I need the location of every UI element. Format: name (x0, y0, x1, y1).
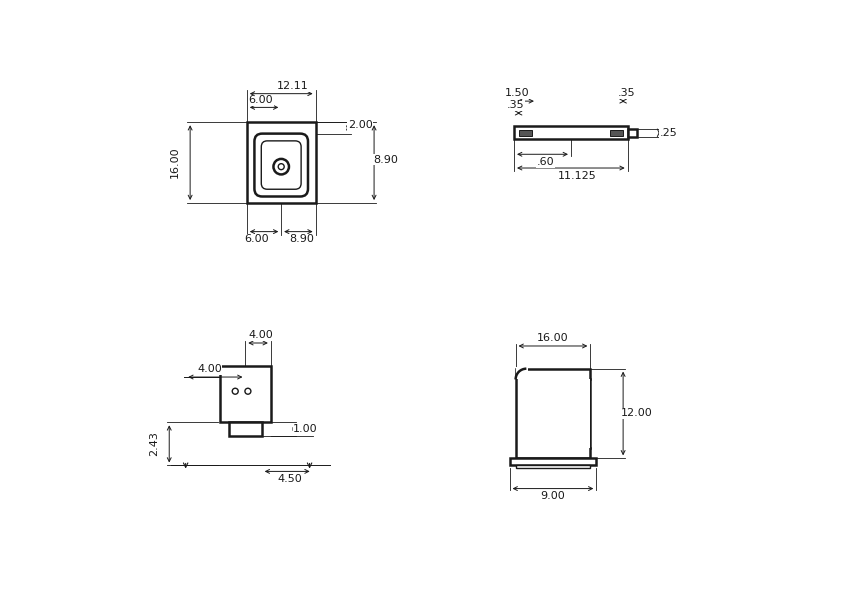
Text: 4.00: 4.00 (249, 330, 273, 340)
Text: 4.50: 4.50 (277, 474, 303, 484)
Text: 2.43: 2.43 (149, 431, 160, 457)
Bar (519, 130, 532, 136)
Text: .25: .25 (660, 128, 678, 138)
Text: 1.00: 1.00 (293, 424, 317, 434)
Text: .35: .35 (506, 100, 525, 110)
Bar (525, 379, 590, 448)
Bar (516, 464, 590, 467)
Bar (610, 130, 623, 136)
Bar (220, 365, 271, 422)
Text: 8.90: 8.90 (374, 155, 399, 164)
Bar (514, 126, 628, 139)
Text: 12.00: 12.00 (621, 409, 652, 418)
Bar (516, 368, 526, 379)
Text: 11.125: 11.125 (557, 171, 596, 181)
Text: 16.00: 16.00 (170, 147, 180, 178)
Bar (516, 368, 590, 458)
Text: 2.00: 2.00 (348, 120, 373, 130)
Bar (516, 367, 527, 379)
Text: 12.11: 12.11 (277, 82, 309, 91)
Text: 1.50: 1.50 (505, 88, 530, 98)
Text: 16.00: 16.00 (538, 333, 569, 343)
Text: 8.90: 8.90 (289, 235, 314, 244)
Bar (229, 422, 262, 436)
Bar (247, 122, 316, 203)
Text: .35: .35 (617, 88, 636, 98)
Text: 9.00: 9.00 (540, 491, 565, 502)
Text: 4.00: 4.00 (197, 364, 222, 374)
Text: 6.00: 6.00 (244, 235, 269, 244)
Text: 6.00: 6.00 (249, 95, 273, 105)
Bar (628, 129, 636, 137)
Bar (510, 458, 596, 464)
Text: .60: .60 (537, 157, 554, 167)
